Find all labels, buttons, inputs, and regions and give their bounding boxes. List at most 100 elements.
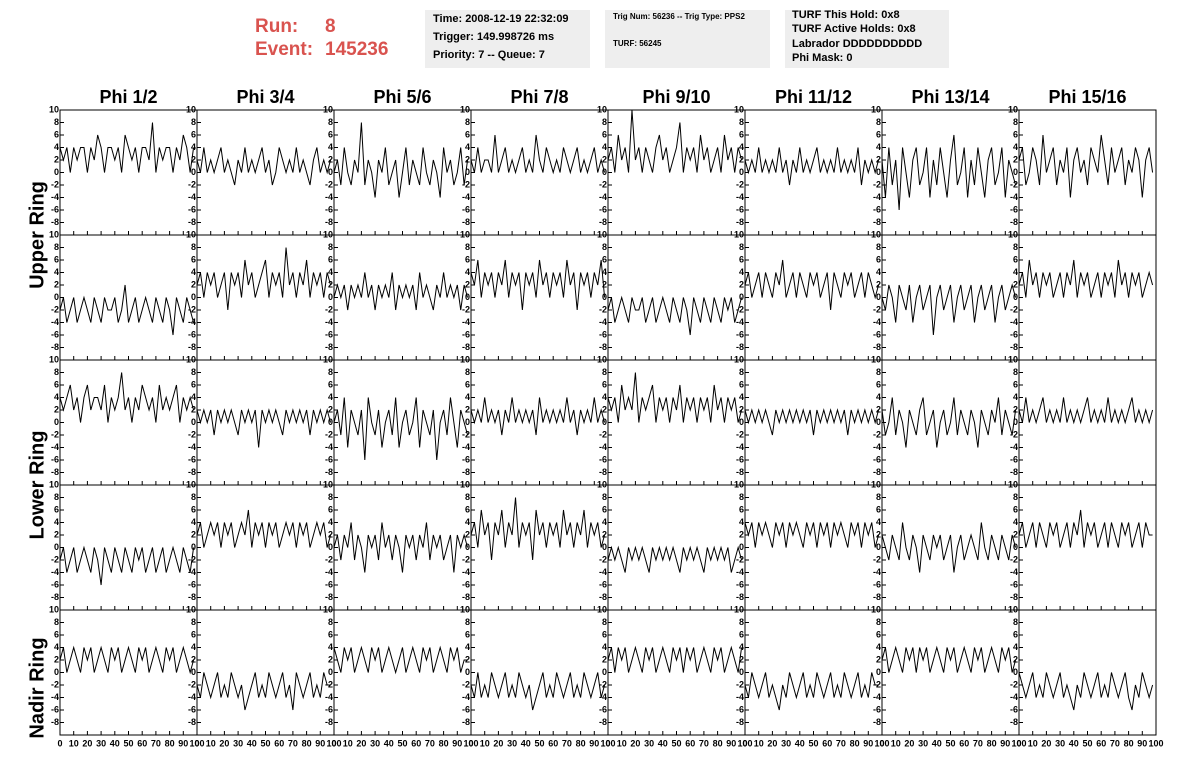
y-tick-label: -8	[325, 342, 333, 352]
y-tick-label: 6	[191, 254, 196, 264]
y-tick-label: 2	[465, 279, 470, 289]
x-tick-label: 0	[331, 738, 336, 748]
y-tick-label: 4	[191, 517, 196, 527]
column-title: Phi 1/2	[99, 87, 157, 107]
y-tick-label: -2	[462, 554, 470, 564]
y-tick-label: -6	[462, 454, 470, 464]
y-tick-label: 4	[328, 267, 333, 277]
y-tick-label: 2	[739, 654, 744, 664]
y-tick-label: 4	[191, 267, 196, 277]
y-tick-label: 10	[49, 229, 59, 239]
y-tick-label: 4	[602, 142, 607, 152]
x-tick-label: 70	[1110, 738, 1120, 748]
y-tick-label: 4	[1013, 392, 1018, 402]
y-tick-label: 2	[1013, 279, 1018, 289]
y-tick-label: -6	[873, 329, 881, 339]
y-tick-label: 8	[54, 242, 59, 252]
x-tick-label: 100	[1148, 738, 1163, 748]
x-tick-label: 10	[343, 738, 353, 748]
waveform	[881, 397, 1017, 448]
y-tick-label: -6	[1010, 704, 1018, 714]
y-tick-label: 6	[1013, 254, 1018, 264]
y-tick-label: 0	[465, 667, 470, 677]
y-tick-label: 2	[328, 154, 333, 164]
x-tick-label: 0	[605, 738, 610, 748]
y-tick-label: 6	[876, 379, 881, 389]
x-tick-label: 100	[463, 738, 478, 748]
y-tick-label: -6	[188, 704, 196, 714]
column-title: Phi 5/6	[373, 87, 431, 107]
y-tick-label: 8	[54, 367, 59, 377]
y-tick-label: 6	[54, 379, 59, 389]
y-tick-label: 10	[871, 479, 881, 489]
y-tick-label: 6	[1013, 504, 1018, 514]
waveform	[196, 408, 332, 448]
y-tick-label: -2	[462, 679, 470, 689]
x-tick-label: 20	[82, 738, 92, 748]
x-tick-label: 50	[397, 738, 407, 748]
x-tick-label: 60	[685, 738, 695, 748]
y-tick-label: 2	[465, 529, 470, 539]
y-tick-label: 4	[739, 267, 744, 277]
y-tick-label: 0	[54, 667, 59, 677]
y-tick-label: 8	[739, 367, 744, 377]
y-tick-label: 4	[191, 642, 196, 652]
x-tick-label: 20	[493, 738, 503, 748]
y-tick-label: 8	[739, 617, 744, 627]
y-tick-label: 2	[191, 279, 196, 289]
x-tick-label: 70	[288, 738, 298, 748]
y-tick-label: 0	[465, 417, 470, 427]
y-tick-label: -4	[325, 317, 333, 327]
x-tick-label: 90	[452, 738, 462, 748]
y-tick-label: 4	[465, 392, 470, 402]
y-tick-label: 2	[1013, 404, 1018, 414]
row-label: Nadir Ring	[26, 637, 48, 738]
waveform	[470, 259, 606, 311]
y-tick-label: 2	[739, 279, 744, 289]
x-tick-label: 30	[644, 738, 654, 748]
y-tick-label: 4	[54, 267, 59, 277]
info-line: TURF This Hold: 0x8	[792, 9, 900, 21]
waveform	[607, 372, 743, 423]
column-title: Phi 9/10	[642, 87, 710, 107]
y-tick-label: -8	[736, 217, 744, 227]
y-tick-label: 2	[739, 154, 744, 164]
y-tick-label: -8	[599, 592, 607, 602]
row-label: Upper Ring	[26, 181, 48, 289]
x-tick-label: 100	[1011, 738, 1026, 748]
info-line: TURF Active Holds: 0x8	[792, 23, 916, 35]
waveform	[59, 284, 195, 336]
y-tick-label: -6	[462, 204, 470, 214]
y-tick-label: -8	[51, 467, 59, 477]
column-title: Phi 13/14	[911, 87, 989, 107]
y-tick-label: -4	[736, 442, 744, 452]
y-tick-label: 10	[1008, 229, 1018, 239]
y-tick-label: -4	[599, 317, 607, 327]
y-tick-label: 0	[739, 292, 744, 302]
x-tick-label: 70	[973, 738, 983, 748]
y-tick-label: 4	[876, 517, 881, 527]
y-tick-label: -6	[1010, 579, 1018, 589]
panel-frame	[1018, 484, 1157, 611]
column-title: Phi 11/12	[775, 87, 852, 107]
y-tick-label: 0	[54, 292, 59, 302]
y-tick-label: 10	[597, 604, 607, 614]
y-tick-label: 6	[1013, 379, 1018, 389]
y-tick-label: -8	[188, 217, 196, 227]
y-tick-label: 4	[876, 392, 881, 402]
y-tick-label: 6	[1013, 629, 1018, 639]
x-tick-label: 70	[425, 738, 435, 748]
y-tick-label: -4	[1010, 692, 1018, 702]
y-tick-label: -4	[188, 317, 196, 327]
y-tick-label: 6	[191, 129, 196, 139]
y-tick-label: 6	[465, 379, 470, 389]
x-tick-label: 20	[630, 738, 640, 748]
y-tick-label: -8	[51, 592, 59, 602]
y-tick-label: -6	[873, 454, 881, 464]
y-tick-label: 8	[739, 492, 744, 502]
x-tick-label: 90	[589, 738, 599, 748]
y-tick-label: 2	[602, 404, 607, 414]
x-tick-label: 0	[879, 738, 884, 748]
column-title: Phi 7/8	[510, 87, 568, 107]
y-tick-label: 6	[465, 129, 470, 139]
